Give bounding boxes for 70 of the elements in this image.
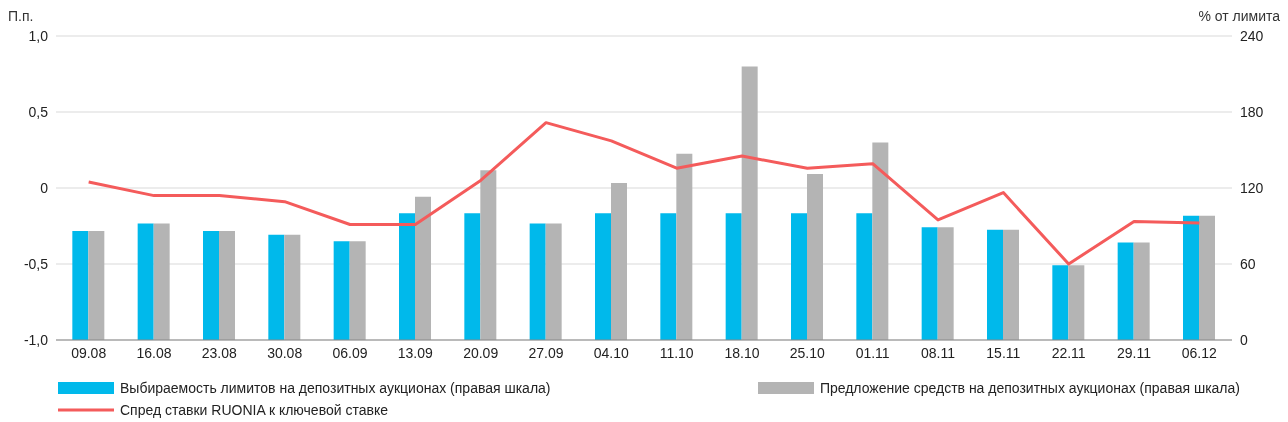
bar — [987, 229, 1003, 340]
bar — [872, 142, 889, 340]
x-tick-label: 01.11 — [855, 344, 890, 361]
bar — [937, 227, 954, 340]
bar — [137, 223, 154, 340]
x-tick-label: 13.09 — [397, 344, 434, 361]
bar — [1133, 242, 1150, 340]
line-series — [87, 121, 1201, 266]
legend-label: Предложение средств на депозитных аукционах (правая шкала) — [819, 380, 1240, 396]
bar — [791, 213, 807, 340]
bar — [741, 66, 758, 340]
bar — [88, 231, 105, 340]
bar — [349, 241, 366, 340]
x-tick-label: 15.11 — [986, 344, 1021, 361]
x-tick-label: 25.10 — [789, 344, 826, 361]
y2-axis-title: % от лимита — [1198, 8, 1280, 24]
bar — [1117, 242, 1134, 340]
x-tick-label: 22.11 — [1051, 344, 1086, 361]
bar — [856, 213, 873, 340]
x-tick-label: 11.10 — [659, 344, 694, 361]
bar — [464, 213, 481, 340]
bar — [72, 231, 89, 340]
y2-tick-label: 240 — [1240, 27, 1264, 44]
bar — [595, 213, 611, 340]
bar — [921, 227, 938, 340]
x-tick-label: 06.12 — [1181, 344, 1218, 361]
bar — [333, 241, 350, 340]
bar — [660, 213, 677, 340]
x-tick-label: 20.09 — [463, 344, 499, 361]
legend-label: Выбираемость лимитов на депозитных аукционах (правая шкала) — [120, 380, 551, 396]
bar — [203, 231, 219, 340]
bar — [480, 170, 497, 340]
bar — [725, 213, 742, 340]
x-tick-label: 30.08 — [267, 344, 303, 361]
bar — [529, 223, 546, 340]
y-tick-label: -1,0 — [23, 331, 49, 348]
x-tick-label: 27.09 — [528, 344, 564, 361]
y-tick-label: -0,5 — [23, 255, 49, 272]
x-tick-label: 16.08 — [136, 344, 172, 361]
x-tick-label: 06.09 — [332, 344, 368, 361]
bar — [1199, 215, 1215, 340]
x-tick-label: 09.08 — [71, 344, 107, 361]
y2-tick-label: 120 — [1240, 179, 1264, 196]
bar — [153, 223, 170, 340]
y2-tick-label: 180 — [1240, 103, 1264, 120]
bar — [268, 234, 285, 340]
x-tick-label: 04.10 — [593, 344, 630, 361]
y2-tick-label: 0 — [1240, 331, 1248, 348]
x-tick-label: 23.08 — [201, 344, 238, 361]
x-tick-label: 29.11 — [1117, 344, 1152, 361]
y-axis-title: П.п. — [8, 8, 34, 24]
y-tick-label: 1,0 — [28, 27, 49, 44]
bar — [676, 153, 693, 340]
x-tick-label: 08.11 — [921, 344, 956, 361]
bar — [545, 223, 562, 340]
y2-tick-label: 60 — [1240, 255, 1256, 272]
x-tick-label: 18.10 — [724, 344, 760, 361]
bar — [284, 234, 301, 340]
bar — [399, 213, 415, 340]
bar — [1183, 215, 1199, 340]
bar — [219, 231, 235, 340]
legend-label: Спред ставки RUONIA к ключевой ставке — [120, 402, 388, 418]
y-tick-label: 0 — [40, 179, 49, 196]
bar — [807, 174, 823, 340]
bar — [1068, 265, 1085, 340]
bar — [611, 182, 627, 340]
bar — [415, 196, 431, 340]
y-tick-label: 0,5 — [28, 103, 49, 120]
bar — [1003, 229, 1019, 340]
bar — [1052, 265, 1069, 340]
